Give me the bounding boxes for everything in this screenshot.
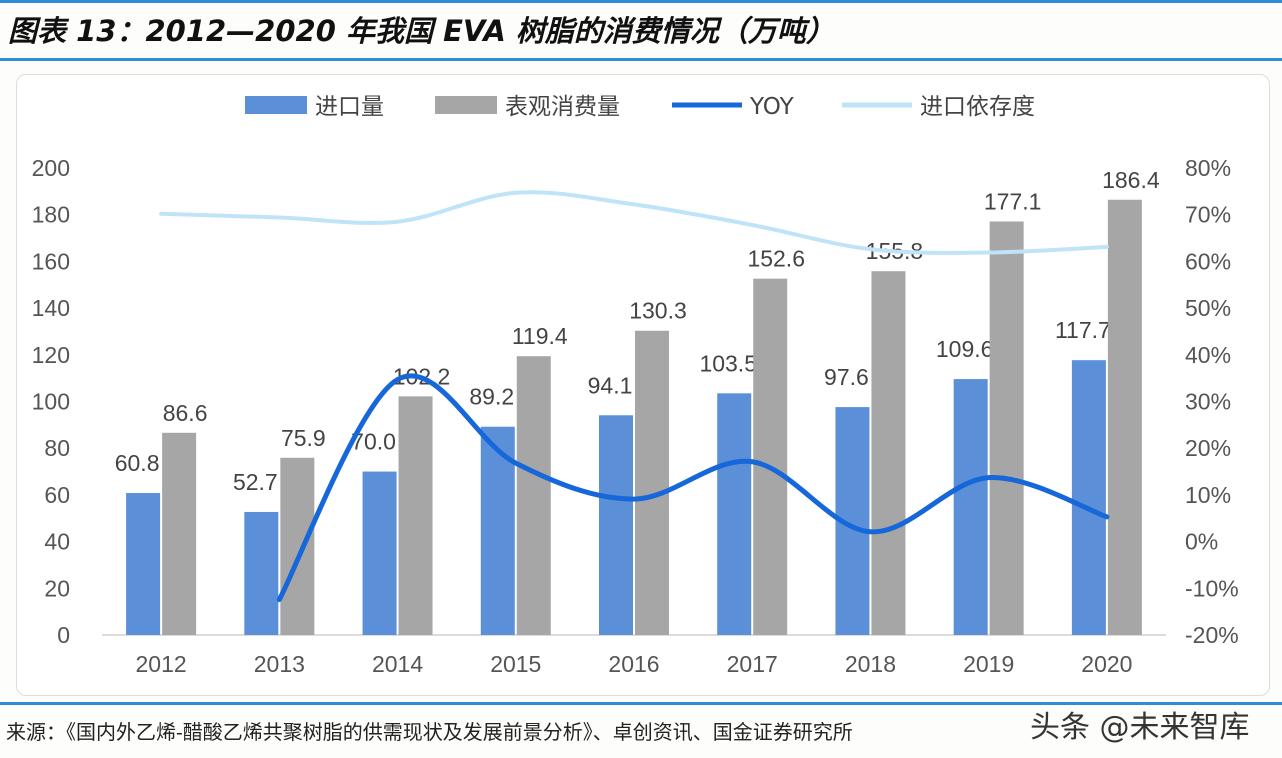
consumption-bar [516, 356, 551, 635]
left-tick-label: 140 [32, 295, 70, 321]
watermark: 头条 @未来智库 [1030, 710, 1250, 745]
consumption-bar [753, 278, 788, 635]
import-dependence-line [159, 190, 1109, 255]
data-label: 152.6 [747, 246, 805, 272]
consumption-bar [635, 330, 669, 635]
legend-label: YOY [749, 94, 795, 120]
left-tick-label: 200 [32, 155, 70, 181]
data-label: 117.7 [1055, 317, 1111, 343]
right-tick-label: -20% [1185, 622, 1239, 648]
bottom-rule [0, 702, 1282, 705]
legend-swatch [435, 96, 497, 114]
consumption-bar [989, 221, 1024, 635]
right-tick-label: 70% [1185, 202, 1231, 228]
top-rule [0, 0, 1282, 3]
import-bar [953, 379, 988, 635]
right-tick-label: 30% [1185, 389, 1231, 415]
data-label: 75.9 [281, 425, 326, 451]
left-tick-label: 100 [32, 389, 70, 415]
data-label: 89.2 [469, 384, 514, 410]
consumption-bar [162, 432, 197, 635]
right-tick-label: 0% [1185, 529, 1218, 555]
x-tick-label: 2017 [727, 651, 778, 677]
x-tick-label: 2016 [608, 651, 659, 677]
left-tick-label: 60 [44, 482, 70, 508]
import-bar [126, 493, 161, 635]
left-tick-label: 0 [57, 622, 70, 648]
import-bar [362, 471, 397, 635]
import-bar [1071, 360, 1106, 635]
x-tick-label: 2020 [1081, 651, 1132, 677]
left-tick-label: 160 [32, 248, 70, 274]
yoy-line [276, 373, 1110, 603]
consumption-bar [871, 271, 906, 635]
data-label: 119.4 [512, 323, 568, 349]
data-label: 103.5 [699, 350, 757, 376]
data-label: 97.6 [824, 364, 869, 390]
data-label: 94.1 [588, 372, 633, 398]
legend-swatch [245, 96, 307, 114]
legend-label: 进口依存度 [920, 94, 1035, 120]
x-tick-label: 2014 [372, 651, 423, 677]
x-tick-label: 2018 [845, 651, 896, 677]
left-tick-label: 40 [44, 529, 70, 555]
right-tick-label: 20% [1185, 435, 1231, 461]
import-bar [717, 393, 752, 635]
right-tick-label: 60% [1185, 248, 1231, 274]
x-tick-label: 2015 [490, 651, 541, 677]
legend-label: 进口量 [315, 94, 384, 120]
import-bar [244, 511, 279, 635]
x-tick-label: 2013 [254, 651, 305, 677]
data-label: 60.8 [115, 450, 160, 476]
x-tick-label: 2012 [136, 651, 187, 677]
data-label: 109.6 [936, 336, 994, 362]
chart-title: 图表 13：2012—2020 年我国 EVA 树脂的消费情况（万吨） [8, 14, 835, 48]
right-tick-label: -10% [1185, 575, 1239, 601]
data-label: 52.7 [233, 469, 278, 495]
consumption-bar [280, 457, 315, 635]
right-tick-label: 80% [1185, 155, 1231, 181]
right-tick-label: 10% [1185, 482, 1231, 508]
left-tick-label: 20 [44, 575, 70, 601]
x-tick-label: 2019 [963, 651, 1014, 677]
source-note: 来源：《国内外乙烯-醋酸乙烯共聚树脂的供需现状及发展前景分析》、卓创资讯、国金证… [6, 720, 853, 744]
consumption-bar [398, 396, 433, 635]
data-label: 86.6 [163, 400, 208, 426]
consumption-bar [1107, 199, 1142, 636]
data-label: 186.4 [1102, 167, 1160, 193]
import-bar [599, 415, 633, 635]
data-label: 177.1 [984, 188, 1042, 214]
title-rule [0, 58, 1282, 61]
data-label: 130.3 [629, 298, 687, 324]
right-tick-label: 50% [1185, 295, 1231, 321]
left-tick-label: 180 [32, 202, 70, 228]
legend-label: 表观消费量 [505, 94, 620, 120]
left-tick-label: 120 [32, 342, 70, 368]
right-tick-label: 40% [1185, 342, 1231, 368]
left-tick-label: 80 [44, 435, 70, 461]
